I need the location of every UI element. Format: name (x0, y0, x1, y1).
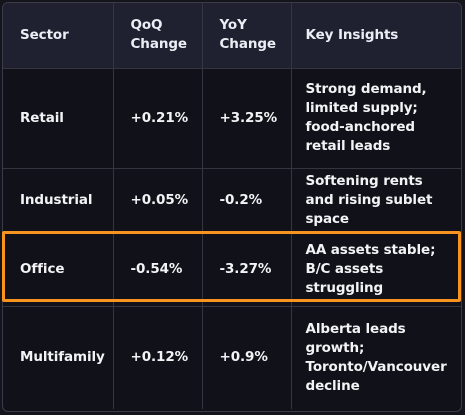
cell-yoy: -0.2% (202, 168, 292, 233)
cell-insights: Strong demand, limited supply; food-anch… (291, 68, 461, 169)
table-row-highlighted: Office -0.54% -3.27% AA assets stable; B… (3, 232, 461, 307)
header-yoy-change: YoY Change (202, 3, 292, 69)
cell-qoq: +0.05% (113, 168, 203, 233)
cell-insights: Alberta leads growth; Toronto/Vancouver … (305, 320, 447, 394)
cell-insights: AA assets stable; B/C assets struggling (291, 232, 461, 307)
cell-sector: Industrial (3, 168, 114, 233)
header-sector: Sector (3, 3, 114, 69)
sector-table: Sector QoQ Change YoY Change Key Insight… (2, 2, 462, 412)
table-header-row: Sector QoQ Change YoY Change Key Insight… (3, 3, 461, 69)
cell-yoy: -3.27% (202, 232, 292, 307)
cell-sector: Retail (3, 68, 114, 169)
cell-qoq: +0.21% (113, 68, 203, 169)
header-qoq-change: QoQ Change (113, 3, 203, 69)
cell-yoy: +0.9% (202, 306, 292, 409)
table-row: Multifamily +0.12% +0.9% Alberta leads g… (3, 306, 461, 409)
table-row: Industrial +0.05% -0.2% Softening rents … (3, 168, 461, 233)
cell-qoq: -0.54% (113, 232, 203, 307)
data-table: Sector QoQ Change YoY Change Key Insight… (3, 3, 461, 409)
cell-sector: Office (3, 232, 114, 307)
header-key-insights: Key Insights (291, 3, 461, 69)
cell-insights: Softening rents and rising sublet space (291, 168, 461, 233)
cell-yoy: +3.25% (202, 68, 292, 169)
cell-qoq: +0.12% (113, 306, 203, 409)
cell-sector: Multifamily (3, 306, 114, 409)
table-row: Retail +0.21% +3.25% Strong demand, limi… (3, 68, 461, 169)
